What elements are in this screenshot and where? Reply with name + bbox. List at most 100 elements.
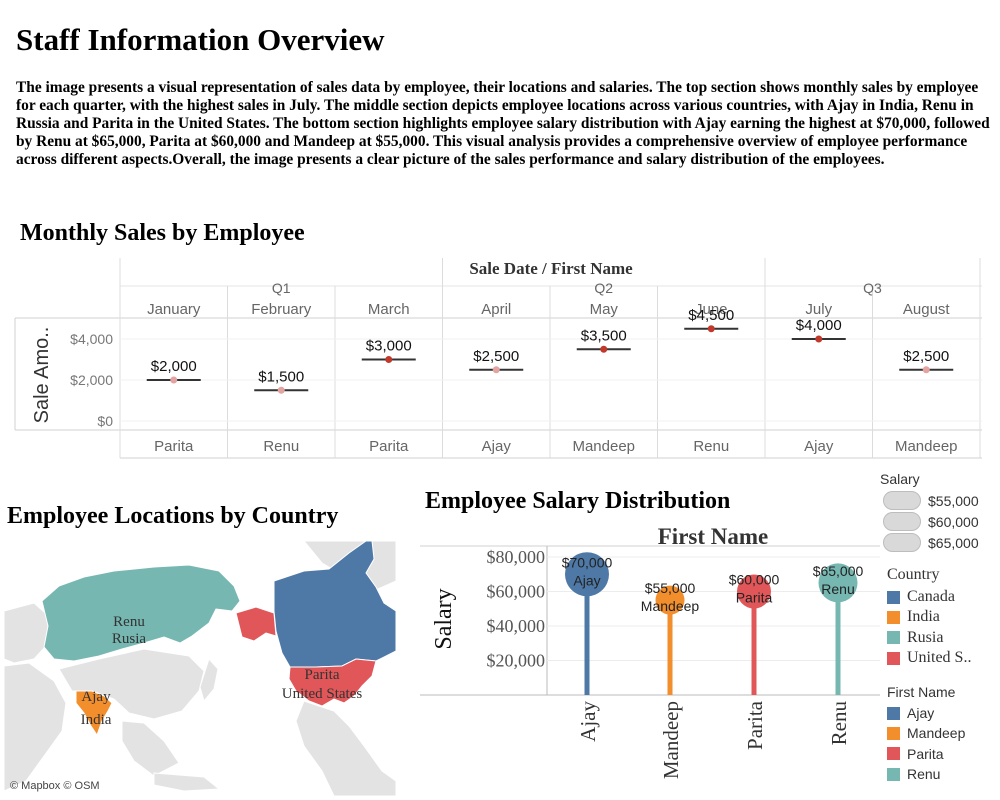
sales-employee-label: Renu	[693, 438, 729, 455]
country-legend-item[interactable]: India	[887, 607, 971, 627]
map-country-label: India	[81, 712, 112, 728]
sales-value-label: $2,000	[151, 358, 197, 375]
country-russia[interactable]	[41, 564, 241, 662]
quarter-label: Q3	[863, 280, 882, 296]
month-label: January	[147, 301, 201, 318]
first-name-legend-title: First Name	[887, 684, 956, 700]
salary-legend-item[interactable]: $60,000	[880, 511, 979, 532]
salary-bubble[interactable]	[565, 552, 609, 597]
salary-legend: Salary $55,000 $60,000 $65,000	[880, 471, 979, 553]
legend-label: Renu	[907, 766, 941, 783]
salary-legend-label: $55,000	[928, 492, 979, 509]
month-label: August	[903, 301, 951, 318]
salary-value-label: $65,000	[813, 563, 864, 579]
legend-swatch	[887, 590, 900, 604]
salary-bubble[interactable]	[818, 563, 858, 603]
monthly-sales-chart: Sale Date / First Name Q1 Q2 Q3 January Febru…	[14, 258, 982, 459]
country-legend-item[interactable]: Rusia	[887, 628, 971, 648]
map-employee-label: Ajay	[81, 689, 111, 705]
size-swatch	[883, 533, 921, 552]
sales-value-label: $3,500	[581, 327, 627, 344]
sales-point[interactable]	[707, 325, 715, 333]
land-indonesia	[153, 772, 221, 792]
employee-location-map[interactable]: Renu Rusia Ajay India Parita United States © …	[4, 541, 396, 796]
salary-y-tick: $40,000	[487, 616, 546, 636]
land-africa-middle-east	[4, 662, 67, 792]
month-label: April	[481, 301, 511, 318]
land-europe	[4, 602, 53, 664]
salary-name-label: Renu	[821, 581, 854, 597]
salary-name-label: Mandeep	[641, 598, 700, 614]
salary-category-label: Mandeep	[659, 701, 683, 779]
map-attribution: © Mapbox © OSM	[10, 780, 100, 792]
country-canada[interactable]	[273, 541, 396, 668]
country-legend-item[interactable]: United S..	[887, 648, 971, 668]
sales-point[interactable]	[922, 366, 930, 374]
sales-value-label: $4,500	[688, 307, 734, 324]
first-name-legend-item[interactable]: Renu	[887, 764, 965, 784]
sales-employee-label: Parita	[154, 438, 194, 455]
salary-y-axis-label: Salary	[431, 588, 457, 649]
land-southeast-asia	[121, 720, 180, 777]
salary-y-tick: $60,000	[487, 582, 546, 602]
sales-header: Sale Date / First Name	[469, 259, 633, 278]
sales-employee-label: Ajay	[804, 438, 834, 455]
legend-label: Mandeep	[907, 725, 966, 742]
sales-employee-label: Mandeep	[895, 438, 958, 455]
land-north-america-south	[295, 700, 396, 796]
salary-bubble[interactable]	[737, 574, 771, 609]
land-japan	[199, 658, 219, 703]
sales-point[interactable]	[492, 366, 500, 374]
map-country-label: Rusia	[112, 631, 147, 647]
salary-value-label: $70,000	[562, 554, 613, 570]
sales-employee-label: Renu	[263, 438, 299, 455]
size-swatch	[883, 512, 921, 531]
legend-swatch	[887, 747, 900, 761]
y-tick-label: $0	[97, 413, 113, 429]
first-name-legend-item[interactable]: Ajay	[887, 703, 965, 723]
salary-value-label: $60,000	[729, 572, 780, 588]
country-alaska[interactable]	[235, 606, 277, 642]
sales-value-label: $3,000	[366, 338, 412, 355]
country-legend-item[interactable]: Canada	[887, 587, 971, 607]
month-label: June	[695, 301, 728, 318]
salary-category-label: Renu	[827, 701, 851, 746]
sales-value-label: $4,000	[796, 317, 842, 334]
month-label: July	[805, 301, 832, 318]
legend-swatch	[887, 610, 900, 624]
sales-y-axis-label: Sale Amo..	[31, 327, 53, 424]
sales-employee-label: Ajay	[482, 438, 512, 455]
map-employee-label: Renu	[113, 614, 145, 630]
sales-point[interactable]	[815, 335, 823, 343]
sales-point[interactable]	[277, 386, 285, 394]
country-united-states[interactable]	[288, 658, 377, 707]
month-label: March	[368, 301, 410, 318]
legend-label: Ajay	[907, 705, 935, 722]
sales-point[interactable]	[385, 356, 393, 363]
sales-point[interactable]	[170, 376, 178, 384]
salary-legend-item[interactable]: $65,000	[880, 532, 979, 553]
page-description: The image presents a visual representati…	[16, 79, 990, 168]
first-name-legend-item[interactable]: Mandeep	[887, 723, 965, 743]
sales-employee-label: Mandeep	[572, 438, 635, 455]
salary-category-label: Parita	[743, 700, 767, 750]
quarter-label: Q2	[594, 280, 613, 296]
salary-legend-item[interactable]: $55,000	[880, 490, 979, 511]
salary-y-tick: $80,000	[487, 547, 546, 567]
map-title: Employee Locations by Country	[7, 503, 339, 529]
first-name-legend-item[interactable]: Parita	[887, 744, 965, 764]
legend-swatch	[887, 767, 900, 781]
legend-swatch	[887, 651, 900, 665]
salary-header: First Name	[658, 524, 769, 549]
country-legend-title: Country	[887, 566, 940, 583]
month-label: May	[590, 301, 619, 318]
salary-legend-title: Salary	[880, 471, 920, 487]
salary-legend-label: $65,000	[928, 534, 979, 551]
salary-bubble[interactable]	[655, 585, 685, 615]
legend-label: Rusia	[907, 628, 944, 646]
country-india[interactable]	[75, 690, 113, 737]
sales-point[interactable]	[600, 345, 608, 353]
salary-name-label: Ajay	[573, 572, 600, 588]
sales-chart-title: Monthly Sales by Employee	[20, 220, 305, 246]
